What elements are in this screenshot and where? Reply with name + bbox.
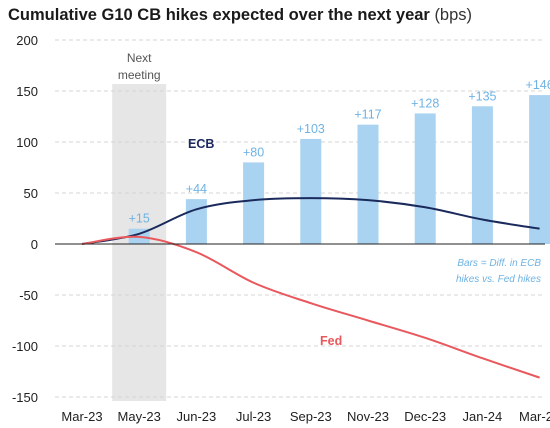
y-tick-label: -150 <box>12 390 38 405</box>
bar <box>471 106 493 244</box>
y-tick-label: 150 <box>16 84 38 99</box>
bar <box>300 138 322 244</box>
ecb-series-label: ECB <box>188 137 214 151</box>
bar <box>414 113 436 244</box>
bar-value-label: +128 <box>411 96 439 110</box>
bar-value-label: +15 <box>129 212 150 226</box>
y-tick-label: 50 <box>24 186 38 201</box>
y-tick-label: 0 <box>31 237 38 252</box>
y-tick-label: 100 <box>16 135 38 150</box>
x-tick-label: Jan-24 <box>463 409 503 424</box>
bar-value-label: +117 <box>354 108 381 122</box>
bar-value-label: +135 <box>468 89 496 103</box>
x-tick-label: Sep-23 <box>290 409 332 424</box>
x-tick-label: Mar-24 <box>519 409 550 424</box>
bar <box>185 199 207 244</box>
x-tick-label: Jun-23 <box>177 409 217 424</box>
bars-note-line2: hikes vs. Fed hikes <box>456 274 541 285</box>
x-tick-label: May-23 <box>118 409 161 424</box>
fed-series-label: Fed <box>320 334 342 348</box>
next-meeting-label-line2: meeting <box>118 68 161 82</box>
bar <box>243 162 265 244</box>
x-tick-label: Nov-23 <box>347 409 389 424</box>
y-tick-label: -50 <box>19 288 38 303</box>
x-tick-label: Mar-23 <box>61 409 102 424</box>
bars-note-line1: Bars = Diff. in ECB <box>457 258 541 269</box>
y-tick-label: 200 <box>16 33 38 48</box>
bar <box>357 124 379 244</box>
bar <box>529 95 550 244</box>
bar-value-label: +146 <box>526 78 550 92</box>
ecb-line <box>81 197 540 245</box>
bar-value-label: +103 <box>297 122 325 136</box>
chart-title: Cumulative G10 CB hikes expected over th… <box>8 6 473 24</box>
x-tick-label: Jul-23 <box>236 409 271 424</box>
x-tick-label: Dec-23 <box>404 409 446 424</box>
bar-value-label: +80 <box>243 145 264 159</box>
fed-line <box>81 235 540 379</box>
y-tick-label: -100 <box>12 339 38 354</box>
bar-value-label: +44 <box>186 182 207 196</box>
next-meeting-label-line1: Next <box>127 51 152 65</box>
